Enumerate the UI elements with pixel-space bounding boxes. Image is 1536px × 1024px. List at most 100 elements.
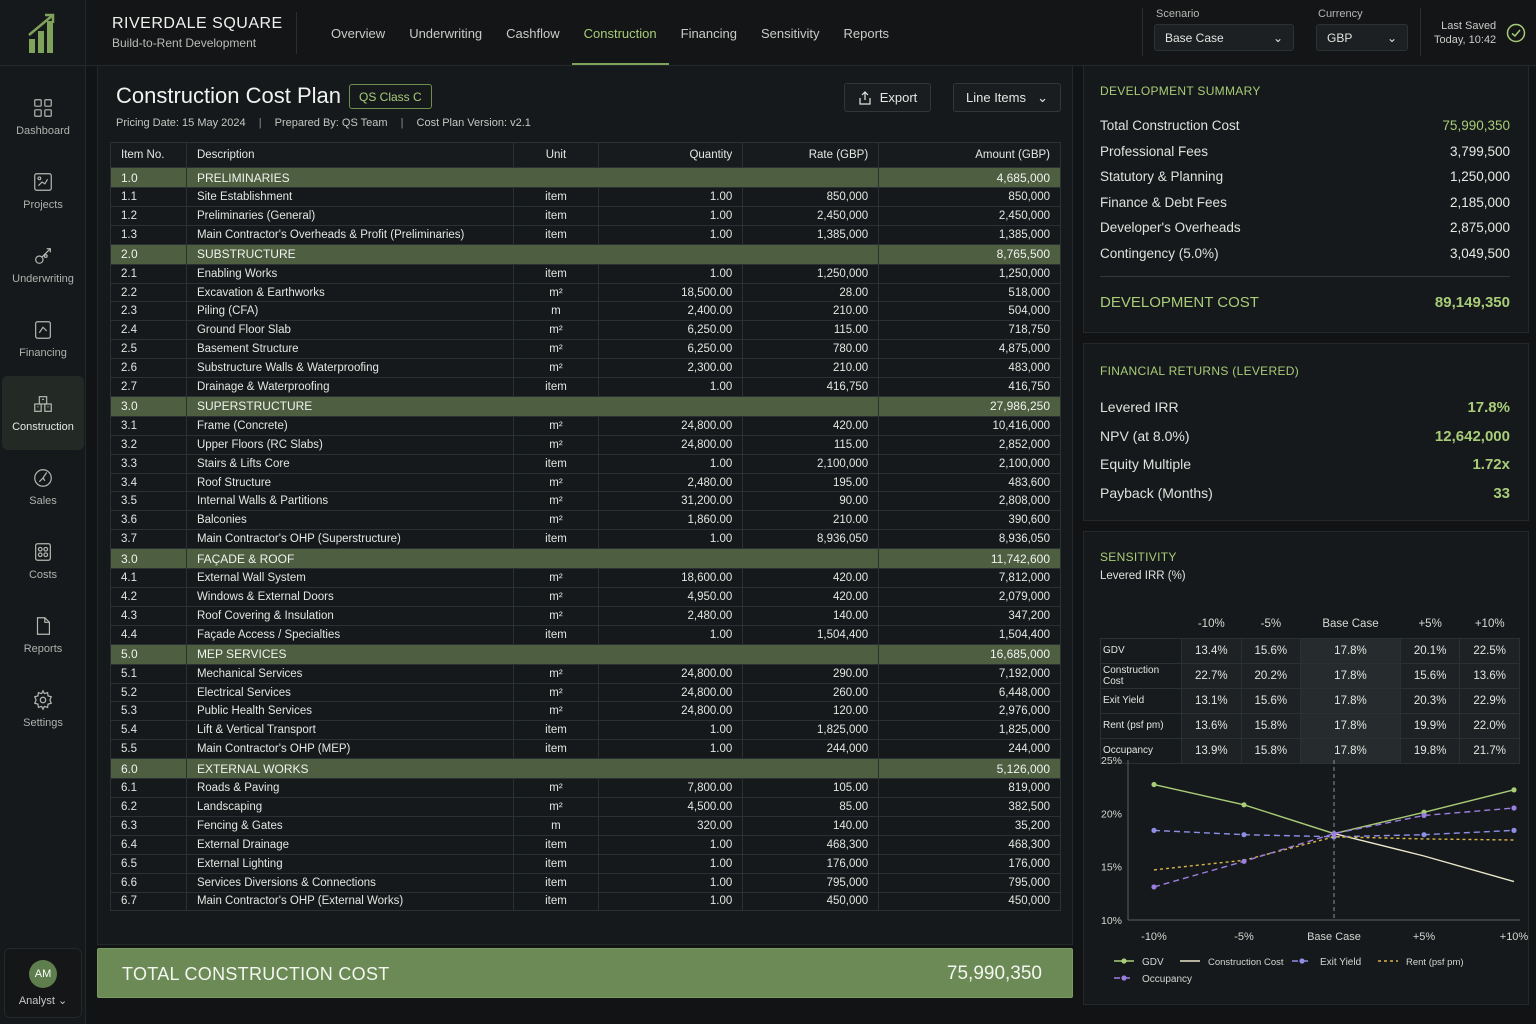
section-row-substructure[interactable]: 2.0 SUBSTRUCTURE 8,765,500 [110,244,1061,265]
sidebar-item-dashboard[interactable]: Dashboard [2,80,84,154]
table-row[interactable]: 4.4 Façade Access / Specialties item 1.00 1,… [110,625,1061,645]
sidebar-item-projects[interactable]: Projects [2,154,84,228]
user-menu[interactable]: AM Analyst ⌄ [4,948,82,1018]
table-row[interactable]: 6.2 Landscaping m² 4,500.00 85.00 382,500 [110,797,1061,817]
avatar[interactable]: AM [29,959,57,988]
table-row[interactable]: 2.5 Basement Structure m² 6,250.00 780.00 4,8… [110,339,1061,360]
item-rate: 416,750 [742,377,880,397]
sidebar-item-financing[interactable]: Financing [2,302,84,376]
currency-select[interactable]: GBP ⌄ [1316,24,1408,51]
tab-sensitivity[interactable]: Sensitivity [761,25,820,41]
sensitivity-row-occupancy[interactable]: Occupancy 13.9% 15.8% 17.8% 19.8% 21.7% [1100,737,1520,764]
table-row[interactable]: 3.7 Main Contractor's OHP (Superstructure… [110,529,1061,550]
table-row[interactable]: 5.5 Main Contractor's OHP (MEP) item 1.00 24… [110,739,1061,760]
export-button[interactable]: Export [844,83,931,112]
item-amount: 347,200 [878,606,1061,626]
summary-row-statutory-planning: Statutory & Planning 1,250,000 [1100,169,1510,184]
chevron-down-icon: ⌄ [1037,89,1048,105]
sidebar-item-sales[interactable]: Sales [2,450,84,524]
table-row[interactable]: 2.1 Enabling Works item 1.00 1,250,000 1,250,… [110,264,1061,284]
table-row[interactable]: 6.4 External Drainage item 1.00 468,300 468,3… [110,835,1061,855]
sidebar-item-costs[interactable]: Costs [2,524,84,598]
table-row[interactable]: 1.1 Site Establishment item 1.00 850,000 850,… [110,187,1061,207]
item-unit: m² [512,701,600,722]
item-rate: 105.00 [742,778,880,799]
item-description: Preliminaries (General) [185,206,514,226]
reports-icon [36,617,51,635]
tab-construction[interactable]: Construction [571,0,669,66]
table-row[interactable]: 3.3 Stairs & Lifts Core item 1.00 2,100,000 2… [110,454,1061,474]
sensitivity-row-exit-yield[interactable]: Exit Yield 13.1% 15.6% 17.8% 20.3% 22.9% [1100,687,1520,714]
section-row-superstructure[interactable]: 3.0 SUPERSTRUCTURE 27,986,250 [110,396,1061,417]
section-row-preliminaries[interactable]: 1.0 PRELIMINARIES 4,685,000 [110,167,1061,188]
table-row[interactable]: 2.6 Substructure Walls & Waterproofing m² 2… [110,358,1061,379]
sensitivity-row-construction-cost[interactable]: Construction Cost 22.7% 20.2% 17.8% 15.6% 13.… [1100,662,1520,689]
sidebar-item-reports[interactable]: Reports [2,598,84,672]
table-row[interactable]: 3.1 Frame (Concrete) m² 24,800.00 420.00 10,4… [110,416,1061,436]
legend-marker-gdv [1121,958,1127,964]
table-row[interactable]: 5.1 Mechanical Services m² 24,800.00 290.00 7… [110,664,1061,684]
tab-financing[interactable]: Financing [680,25,737,41]
sensitivity-cell: 15.6% [1240,637,1302,664]
table-row[interactable]: 2.2 Excavation & Earthworks m² 18,500.00 28.… [110,283,1061,303]
table-row[interactable]: 2.3 Piling (CFA) m 2,400.00 210.00 504,000 [110,301,1061,322]
section-row-fa-ade-roof[interactable]: 3.0 FAÇADE & ROOF 11,742,600 [110,548,1061,570]
sensitivity-row-gdv[interactable]: GDV 13.4% 15.6% 17.8% 20.1% 22.5% [1100,637,1520,664]
tab-underwriting[interactable]: Underwriting [409,25,483,41]
table-row[interactable]: 2.7 Drainage & Waterproofing item 1.00 416,7… [110,377,1061,397]
table-row[interactable]: 4.1 External Wall System m² 18,600.00 420.00… [110,568,1061,589]
section-number: 3.0 [110,396,187,417]
table-row[interactable]: 6.6 Services Diversions & Connections item… [110,873,1061,893]
item-quantity: 7,800.00 [598,778,744,799]
item-description: Lift & Vertical Transport [185,720,514,741]
item-description: Roof Covering & Insulation [185,606,514,626]
view-select[interactable]: Line Items ⌄ [953,83,1061,112]
item-amount: 1,250,000 [878,264,1061,284]
item-number: 6.2 [110,797,187,817]
item-unit: item [512,835,600,855]
table-row[interactable]: 6.1 Roads & Paving m² 7,800.00 105.00 819,000 [110,778,1061,799]
chevron-down-icon: ⌄ [1272,30,1283,45]
series-line-rent-psf-pm [1153,836,1515,871]
scenario-select[interactable]: Base Case ⌄ [1154,24,1294,51]
sidebar-item-underwriting[interactable]: Underwriting [2,228,84,302]
section-row-mep-services[interactable]: 5.0 MEP SERVICES 16,685,000 [110,644,1061,665]
table-row[interactable]: 3.5 Internal Walls & Partitions m² 31,200.0… [110,491,1061,512]
item-quantity: 1.00 [598,720,744,741]
item-description: Mechanical Services [185,664,514,684]
table-row[interactable]: 3.4 Roof Structure m² 2,480.00 195.00 483,600 [110,473,1061,493]
table-row[interactable]: 2.4 Ground Floor Slab m² 6,250.00 115.00 718,… [110,320,1061,341]
item-unit: item [512,225,600,245]
section-row-external-works[interactable]: 6.0 EXTERNAL WORKS 5,126,000 [110,758,1061,780]
table-row[interactable]: 6.5 External Lighting item 1.00 176,000 176,0… [110,854,1061,874]
item-unit: item [512,377,600,397]
table-row[interactable]: 4.2 Windows & External Doors m² 4,950.00 420… [110,587,1061,607]
item-unit: m² [512,778,600,799]
logo[interactable] [0,0,86,66]
table-row[interactable]: 3.2 Upper Floors (RC Slabs) m² 24,800.00 115… [110,435,1061,455]
table-row[interactable]: 4.3 Roof Covering & Insulation m² 2,480.00 1… [110,606,1061,626]
item-quantity: 24,800.00 [598,683,744,703]
table-row[interactable]: 1.3 Main Contractor's Overheads & Profit … [110,225,1061,245]
table-row[interactable]: 5.4 Lift & Vertical Transport item 1.00 1,82… [110,720,1061,741]
tab-cashflow[interactable]: Cashflow [506,25,560,41]
item-description: Main Contractor's Overheads & Profit (Pr… [185,225,514,245]
sensitivity-table: -10% -5% Base Case +5% +10% GDV 13.4% 15.6% 17.… [1100,610,1520,764]
sensitivity-cell: 20.1% [1399,637,1461,664]
sidebar-item-construction[interactable]: Construction [2,376,84,450]
check-circle-icon [1506,23,1526,43]
summary-row-total-construction-cost: Total Construction Cost 75,990,350 [1100,118,1510,133]
table-row[interactable]: 6.7 Main Contractor's OHP (External Works… [110,892,1061,912]
table-row[interactable]: 5.3 Public Health Services m² 24,800.00 120.… [110,701,1061,722]
sensitivity-row-rent-psf-pm[interactable]: Rent (psf pm) 13.6% 15.8% 17.8% 19.9% 22.0% [1100,712,1520,739]
item-quantity: 1.00 [598,206,744,226]
item-unit: item [512,873,600,893]
table-row[interactable]: 1.2 Preliminaries (General) item 1.00 2,450,… [110,206,1061,226]
table-row[interactable]: 3.6 Balconies m² 1,860.00 210.00 390,600 [110,510,1061,531]
summary-value: 3,049,500 [1449,246,1510,261]
tab-overview[interactable]: Overview [331,25,386,41]
sidebar-item-settings[interactable]: Settings [2,672,84,746]
table-row[interactable]: 6.3 Fencing & Gates m 320.00 140.00 35,200 [110,816,1061,836]
table-row[interactable]: 5.2 Electrical Services m² 24,800.00 260.00 6… [110,683,1061,703]
tab-reports[interactable]: Reports [843,25,890,41]
